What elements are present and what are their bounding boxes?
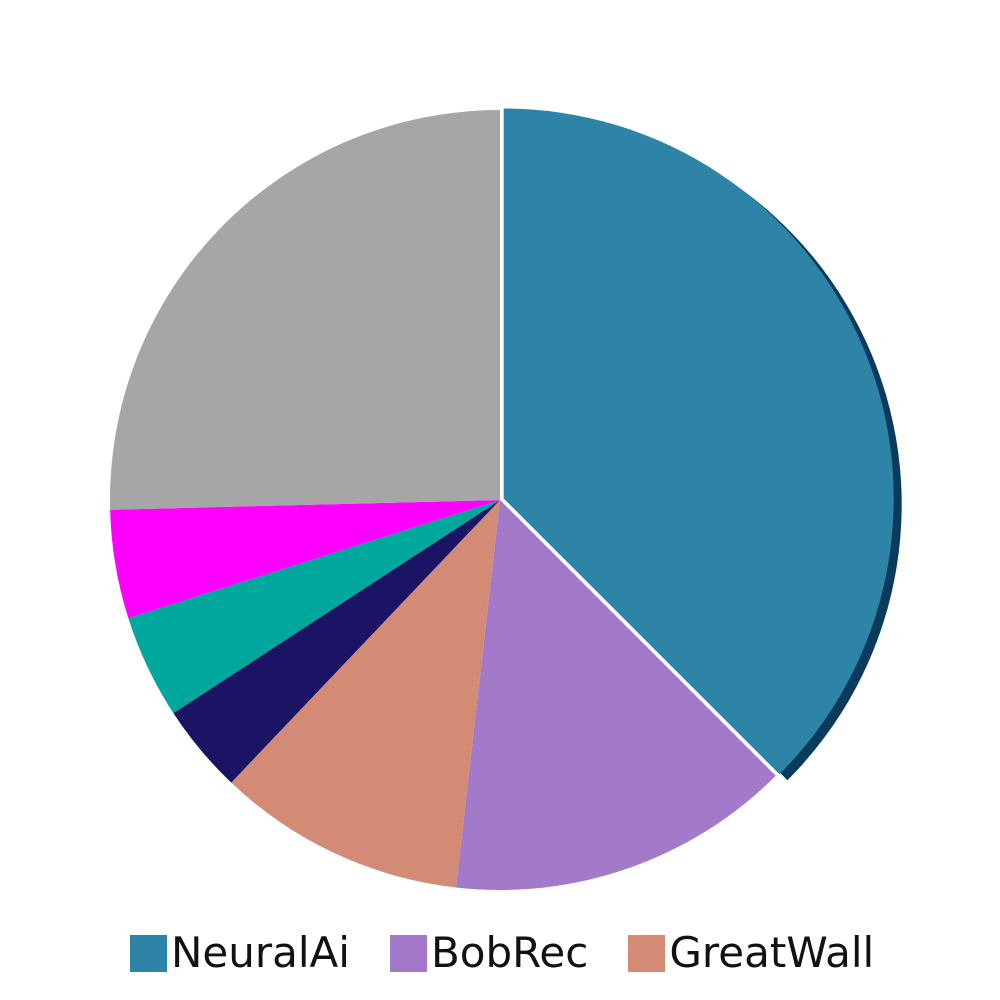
legend-item-bobrec: BobRec	[389, 928, 589, 977]
legend-label-greatwall: GreatWall	[669, 928, 875, 977]
legend-swatch-bobrec	[389, 934, 427, 972]
pie-slices	[110, 108, 902, 890]
slice-bobrec	[455, 500, 776, 890]
legend-item-greatwall: GreatWall	[628, 932, 874, 974]
slice-unlabeled-4	[128, 500, 500, 714]
legend-swatch-greatwall	[628, 934, 666, 972]
legend-item-neuralai: NeuralAi	[130, 932, 350, 974]
legend-swatch-neuralai	[130, 934, 167, 972]
slice-unlabeled-3	[173, 500, 500, 783]
slice-unlabeled-6	[110, 110, 500, 510]
slice-neuralai	[503, 108, 894, 775]
slice-unlabeled-5	[110, 500, 500, 619]
legend-label-bobrec: BobRec	[430, 928, 589, 977]
legend-label-neuralai: NeuralAi	[171, 928, 350, 977]
legend: NeuralAi BobRec GreatWall	[130, 928, 874, 978]
slice-greatwall	[231, 500, 501, 888]
